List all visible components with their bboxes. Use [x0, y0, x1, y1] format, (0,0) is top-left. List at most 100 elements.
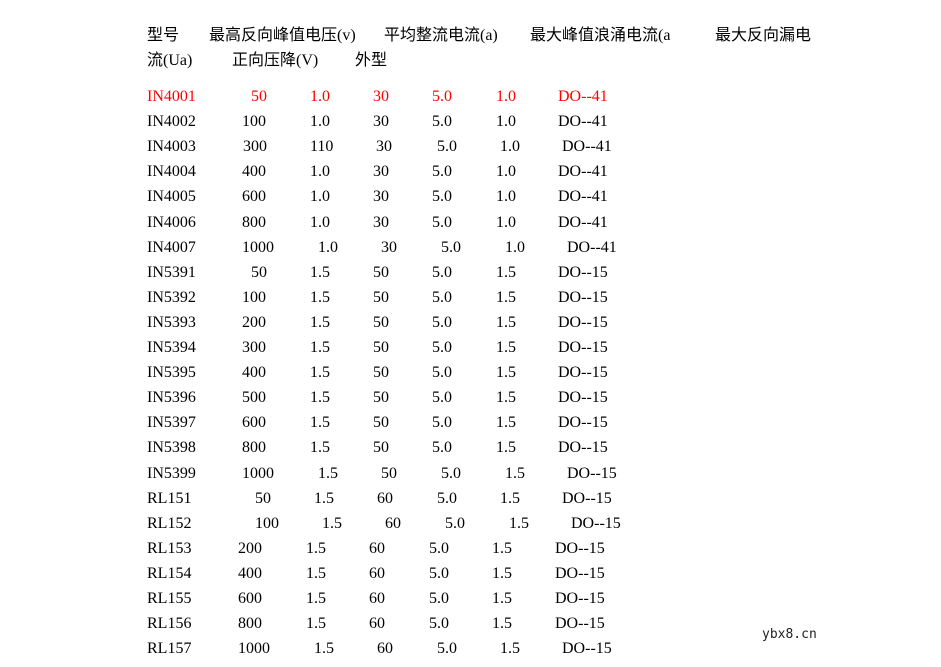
value-cell: 1.5	[322, 514, 342, 532]
value-cell: 1.5	[492, 564, 512, 582]
value-cell: 5.0	[432, 389, 452, 407]
value-cell: 1.0	[505, 238, 525, 256]
value-cell: 60	[369, 590, 385, 607]
value-cell: 50	[251, 263, 267, 281]
value-cell: 1.5	[496, 389, 516, 407]
header-label: 最大峰值浪涌电流(a	[530, 27, 671, 44]
value-cell: 50	[373, 339, 389, 356]
value-cell: 1.5	[500, 640, 520, 658]
model-cell: IN4002	[147, 113, 196, 131]
value-cell: DO--41	[558, 88, 608, 105]
value-cell: 1.5	[314, 640, 334, 658]
value-cell: 50	[373, 414, 389, 432]
value-cell: DO--41	[558, 188, 608, 206]
value-cell: 5.0	[441, 464, 461, 482]
value-cell: 1000	[242, 464, 274, 482]
value-cell: 1000	[242, 238, 274, 256]
value-cell: 1.0	[310, 113, 330, 131]
value-cell: 30	[373, 88, 389, 105]
value-cell: 5.0	[432, 263, 452, 281]
header-label: 平均整流电流(a)	[384, 27, 498, 44]
value-cell: 60	[369, 539, 385, 557]
value-cell: 1.5	[496, 364, 516, 382]
value-cell: DO--41	[558, 213, 608, 231]
value-cell: DO--15	[558, 364, 608, 382]
value-cell: 1.5	[492, 539, 512, 557]
value-cell: 400	[242, 163, 266, 181]
value-cell: 50	[373, 389, 389, 407]
model-cell: IN5398	[147, 439, 196, 457]
value-cell: 1.5	[496, 313, 516, 331]
model-cell: IN5395	[147, 364, 196, 382]
model-cell: IN5399	[147, 464, 196, 482]
value-cell: 400	[242, 364, 266, 382]
value-cell: 800	[242, 439, 266, 457]
header-label: 正向压降(V)	[232, 52, 319, 69]
value-cell: DO--41	[558, 163, 608, 181]
value-cell: 5.0	[432, 313, 452, 331]
value-cell: 1.0	[496, 88, 516, 105]
value-cell: 1.5	[306, 539, 326, 557]
value-cell: 1.5	[306, 590, 326, 607]
value-cell: DO--15	[555, 539, 605, 557]
value-cell: 5.0	[437, 489, 457, 507]
value-cell: 5.0	[432, 113, 452, 131]
value-cell: DO--15	[558, 313, 608, 331]
value-cell: 110	[310, 138, 334, 156]
value-cell: 5.0	[441, 238, 461, 256]
model-cell: RL157	[147, 640, 192, 658]
value-cell: 1.5	[496, 339, 516, 356]
value-cell: 5.0	[432, 414, 452, 432]
value-cell: 5.0	[432, 188, 452, 206]
value-cell: 1.5	[496, 439, 516, 457]
value-cell: 5.0	[432, 439, 452, 457]
value-cell: 800	[242, 213, 266, 231]
value-cell: 1.5	[500, 489, 520, 507]
value-cell: 30	[381, 238, 397, 256]
model-cell: IN4006	[147, 213, 196, 231]
value-cell: 1.0	[310, 163, 330, 181]
value-cell: DO--41	[558, 113, 608, 131]
value-cell: 5.0	[437, 138, 457, 156]
value-cell: 1.5	[310, 364, 330, 382]
value-cell: DO--15	[555, 615, 605, 633]
value-cell: 5.0	[429, 590, 449, 607]
header-label: 最高反向峰值电压(v)	[209, 27, 356, 44]
value-cell: 5.0	[432, 339, 452, 356]
value-cell: 600	[238, 590, 262, 607]
value-cell: 30	[373, 188, 389, 206]
value-cell: 50	[373, 364, 389, 382]
value-cell: 5.0	[429, 615, 449, 633]
value-cell: DO--15	[558, 263, 608, 281]
model-cell: IN5397	[147, 414, 196, 432]
model-cell: RL155	[147, 590, 192, 607]
value-cell: 30	[376, 138, 392, 156]
value-cell: DO--15	[555, 564, 605, 582]
value-cell: 1.0	[500, 138, 520, 156]
value-cell: 1.5	[496, 263, 516, 281]
value-cell: DO--15	[562, 640, 612, 658]
value-cell: 400	[238, 564, 262, 582]
value-cell: 1.0	[310, 213, 330, 231]
model-cell: IN4005	[147, 188, 196, 206]
value-cell: DO--15	[558, 339, 608, 356]
value-cell: DO--15	[555, 590, 605, 607]
value-cell: 50	[373, 313, 389, 331]
model-cell: IN5391	[147, 263, 196, 281]
value-cell: 800	[238, 615, 262, 633]
value-cell: 5.0	[432, 213, 452, 231]
value-cell: 50	[381, 464, 397, 482]
value-cell: 1.5	[509, 514, 529, 532]
value-cell: 1.5	[492, 590, 512, 607]
value-cell: 300	[242, 339, 266, 356]
value-cell: DO--41	[567, 238, 617, 256]
value-cell: 5.0	[445, 514, 465, 532]
value-cell: 1.0	[318, 238, 338, 256]
value-cell: 50	[251, 88, 267, 105]
value-cell: 1.5	[310, 414, 330, 432]
model-cell: IN4007	[147, 238, 196, 256]
value-cell: 1.5	[314, 489, 334, 507]
value-cell: 60	[377, 489, 393, 507]
value-cell: 30	[373, 213, 389, 231]
